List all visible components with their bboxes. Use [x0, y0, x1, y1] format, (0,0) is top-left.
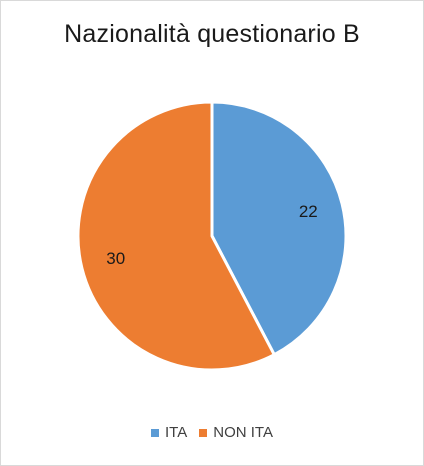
data-label-ita: 22 — [299, 202, 318, 221]
pie-slice-non-ita — [76, 100, 276, 372]
legend-entry-non-ita: NON ITA — [199, 424, 273, 441]
legend-swatch-non-ita — [199, 428, 208, 437]
legend-label-ita: ITA — [165, 424, 188, 441]
legend-label-non-ita: NON ITA — [213, 424, 273, 441]
data-label-non-ita: 30 — [106, 249, 125, 268]
pie-slices — [76, 100, 348, 372]
chart-title: Nazionalità questionario B — [64, 20, 360, 48]
pie-slice-ita — [210, 100, 348, 357]
legend-entry-ita: ITA — [151, 424, 187, 441]
chart-legend: ITA NON ITA — [0, 424, 424, 441]
pie-data-labels: 22 30 — [106, 202, 317, 268]
legend-swatch-ita — [151, 428, 160, 437]
